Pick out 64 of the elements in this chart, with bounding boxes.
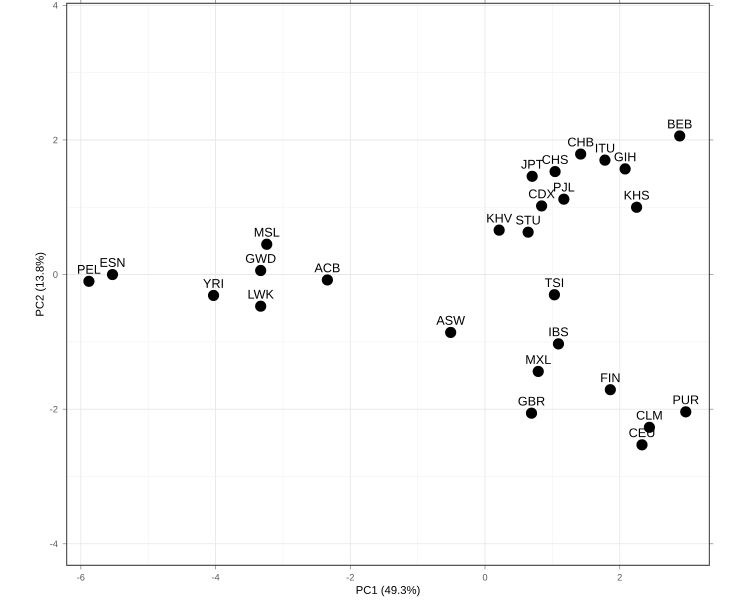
point — [255, 300, 266, 312]
point — [680, 406, 692, 418]
x-tick-label: 0 — [482, 574, 488, 581]
annotation: PEL — [78, 265, 100, 274]
point — [83, 276, 94, 287]
annotation: LWK — [248, 290, 274, 299]
point — [526, 170, 538, 182]
point — [494, 224, 505, 236]
point — [255, 264, 266, 276]
point — [636, 439, 648, 450]
point — [526, 408, 538, 419]
annotation: MSL — [254, 228, 280, 237]
point — [536, 200, 548, 212]
annotation: BEB — [668, 120, 692, 128]
annotation: FIN — [601, 373, 620, 382]
annotation: ITU — [596, 144, 614, 153]
annotation: KHS — [624, 190, 649, 200]
y-tick-label: -2 — [50, 406, 58, 412]
annotation: JPT — [521, 160, 544, 169]
point — [550, 166, 561, 178]
annotation: KHV — [487, 214, 512, 223]
point — [674, 130, 686, 142]
annotation: CHB — [568, 138, 594, 147]
x-tick-label: -2 — [346, 574, 354, 581]
point — [548, 289, 560, 300]
annotation: YRI — [203, 279, 223, 288]
annotation: MXL — [526, 355, 551, 364]
point — [532, 366, 544, 378]
point — [261, 238, 272, 250]
annotation: ASW — [436, 316, 466, 325]
annotation: ACB — [314, 263, 340, 272]
annotation: IBS — [549, 327, 568, 336]
annotation: TSI — [544, 278, 564, 288]
point — [522, 226, 534, 238]
annotation: GWD — [246, 254, 276, 263]
y-tick-label: 0 — [53, 271, 58, 278]
point — [604, 384, 616, 396]
annotation: ESN — [100, 258, 124, 267]
point — [620, 163, 631, 174]
point — [599, 154, 611, 166]
y-axis-title: PC2 (13.8%) — [35, 252, 46, 316]
point — [558, 194, 570, 205]
annotation: STU — [516, 216, 540, 225]
y-tick-label: 4 — [53, 2, 58, 9]
point — [322, 274, 333, 286]
annotation: CLM — [636, 410, 662, 420]
point — [631, 202, 642, 213]
annotation: PJL — [554, 182, 574, 192]
annotation: CHS — [542, 155, 568, 164]
y-tick-label: 2 — [53, 136, 58, 144]
annotation: GIH — [614, 152, 636, 162]
point — [106, 268, 118, 280]
annotation: CDX — [528, 189, 555, 198]
x-tick-label: -4 — [212, 574, 220, 580]
x-axis-title: PC1 (49.3%) — [356, 586, 420, 596]
y-tick-label: -4 — [50, 540, 58, 547]
point — [575, 148, 586, 160]
x-tick-label: 2 — [618, 574, 622, 581]
point — [552, 338, 564, 350]
point — [208, 290, 220, 301]
x-tick-label: -6 — [77, 574, 85, 581]
annotation: GBR — [518, 396, 545, 406]
point — [445, 326, 456, 338]
annotation: PUR — [673, 395, 699, 404]
